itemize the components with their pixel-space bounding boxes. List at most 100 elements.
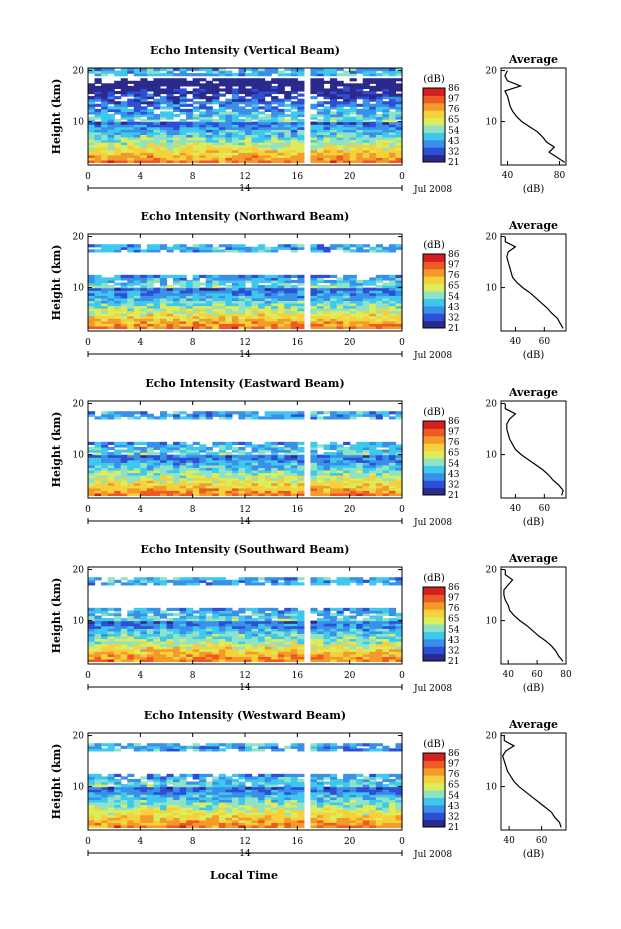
heatmap-cell <box>225 302 233 307</box>
heatmap-cell <box>159 472 168 476</box>
heatmap-cell <box>356 449 364 453</box>
heatmap-cell <box>395 492 403 497</box>
colorbar-tick: 54 <box>448 126 460 136</box>
heatmap-cell <box>349 607 357 611</box>
heatmap-cell <box>336 444 344 448</box>
heatmap-cell <box>238 96 246 100</box>
heatmap-cell <box>388 607 397 611</box>
heatmap-cell <box>382 620 390 624</box>
heatmap-cell <box>205 116 213 120</box>
colorbar-segment <box>423 458 445 466</box>
heatmap-cell <box>199 457 207 461</box>
heatmap-cell <box>218 152 226 156</box>
heatmap-cell <box>349 490 357 494</box>
heatmap-cell <box>225 648 233 652</box>
heatmap-cell <box>264 628 272 632</box>
heatmap-cell <box>159 126 168 130</box>
heatmap-cell <box>375 119 383 123</box>
heatmap-cell <box>238 454 246 458</box>
heatmap-cell <box>362 630 370 634</box>
colorbar-segment <box>423 428 445 437</box>
heatmap-cell <box>166 449 174 453</box>
heatmap-cell <box>238 147 246 151</box>
heatmap-cell <box>199 651 207 655</box>
heatmap-cell <box>369 305 377 309</box>
heatmap-cell <box>258 454 266 458</box>
heatmap-cell <box>146 119 155 123</box>
heatmap-cell <box>166 323 174 327</box>
heatmap-cell <box>375 413 383 417</box>
heatmap-cell <box>290 295 298 299</box>
heatmap-cell <box>192 73 200 77</box>
heatmap-cell <box>290 612 298 617</box>
heatmap-cell <box>336 90 344 95</box>
heatmap-cell <box>264 129 272 133</box>
heatmap-cell <box>375 85 383 90</box>
heatmap-cell <box>107 144 115 148</box>
heatmap-cell <box>395 485 403 489</box>
heatmap-cell <box>316 134 325 138</box>
heatmap-cell <box>388 623 397 627</box>
heatmap-cell <box>127 129 135 133</box>
heatmap-cell <box>362 136 370 141</box>
heatmap-cell <box>382 96 390 100</box>
heatmap-cell <box>107 413 115 417</box>
heatmap-cell <box>284 152 292 156</box>
heatmap-cell <box>186 646 194 650</box>
heatmap-cell <box>245 290 253 294</box>
heatmap-cell <box>356 149 364 153</box>
heatmap-cell <box>186 131 194 135</box>
heatmap-cell <box>349 475 357 479</box>
heatmap-cell <box>356 480 364 484</box>
heatmap-cell <box>173 305 181 309</box>
heatmap-cell <box>179 638 187 642</box>
heatmap-cell <box>375 653 383 657</box>
heatmap-cell <box>173 144 181 148</box>
heatmap-cell <box>140 152 148 156</box>
heatmap-cell <box>127 651 135 655</box>
heatmap-cell <box>356 131 364 135</box>
heatmap-cell <box>277 295 285 299</box>
colorbar-segment <box>423 601 445 610</box>
heatmap-cell <box>290 416 298 420</box>
heatmap-cell <box>251 444 259 448</box>
heatmap-cell <box>120 285 128 289</box>
heatmap-cell <box>166 124 174 128</box>
heatmap-cell <box>284 452 292 456</box>
heatmap-cell <box>356 119 364 123</box>
heatmap-cell <box>140 577 148 581</box>
heatmap-cell <box>231 487 240 491</box>
heatmap-cell <box>330 134 338 138</box>
heatmap-cell <box>218 147 226 151</box>
heatmap-cell <box>133 310 141 314</box>
heatmap-cell <box>159 152 168 156</box>
heatmap-cell <box>316 618 325 622</box>
heatmap-cell <box>199 139 207 143</box>
heatmap-cell <box>277 73 285 77</box>
heatmap-cell <box>159 274 168 278</box>
heatmap-cell <box>290 149 298 153</box>
heatmap-cell <box>375 480 383 484</box>
heatmap-cell <box>179 144 187 148</box>
heatmap-cell <box>330 618 338 622</box>
heatmap-cell <box>146 487 155 491</box>
heatmap-cell <box>218 305 226 309</box>
heatmap-cell <box>218 467 226 471</box>
heatmap-cell <box>179 313 187 317</box>
heatmap-cell <box>231 113 240 118</box>
heatmap-cell <box>336 607 344 611</box>
heatmap-cell <box>343 101 351 105</box>
heatmap-cell <box>245 615 253 619</box>
heatmap-cell <box>166 472 174 476</box>
heatmap-cell <box>225 147 233 151</box>
heatmap-cell <box>323 653 331 657</box>
heatmap-cell <box>238 459 246 463</box>
heatmap-cell <box>369 308 377 312</box>
heatmap-cell <box>218 139 226 143</box>
heatmap-cell <box>323 628 331 632</box>
heatmap-cell <box>94 646 102 650</box>
heatmap-cell <box>277 144 285 148</box>
heatmap-cell <box>330 648 338 652</box>
heatmap-cell <box>395 477 403 481</box>
heatmap-cell <box>395 85 403 90</box>
